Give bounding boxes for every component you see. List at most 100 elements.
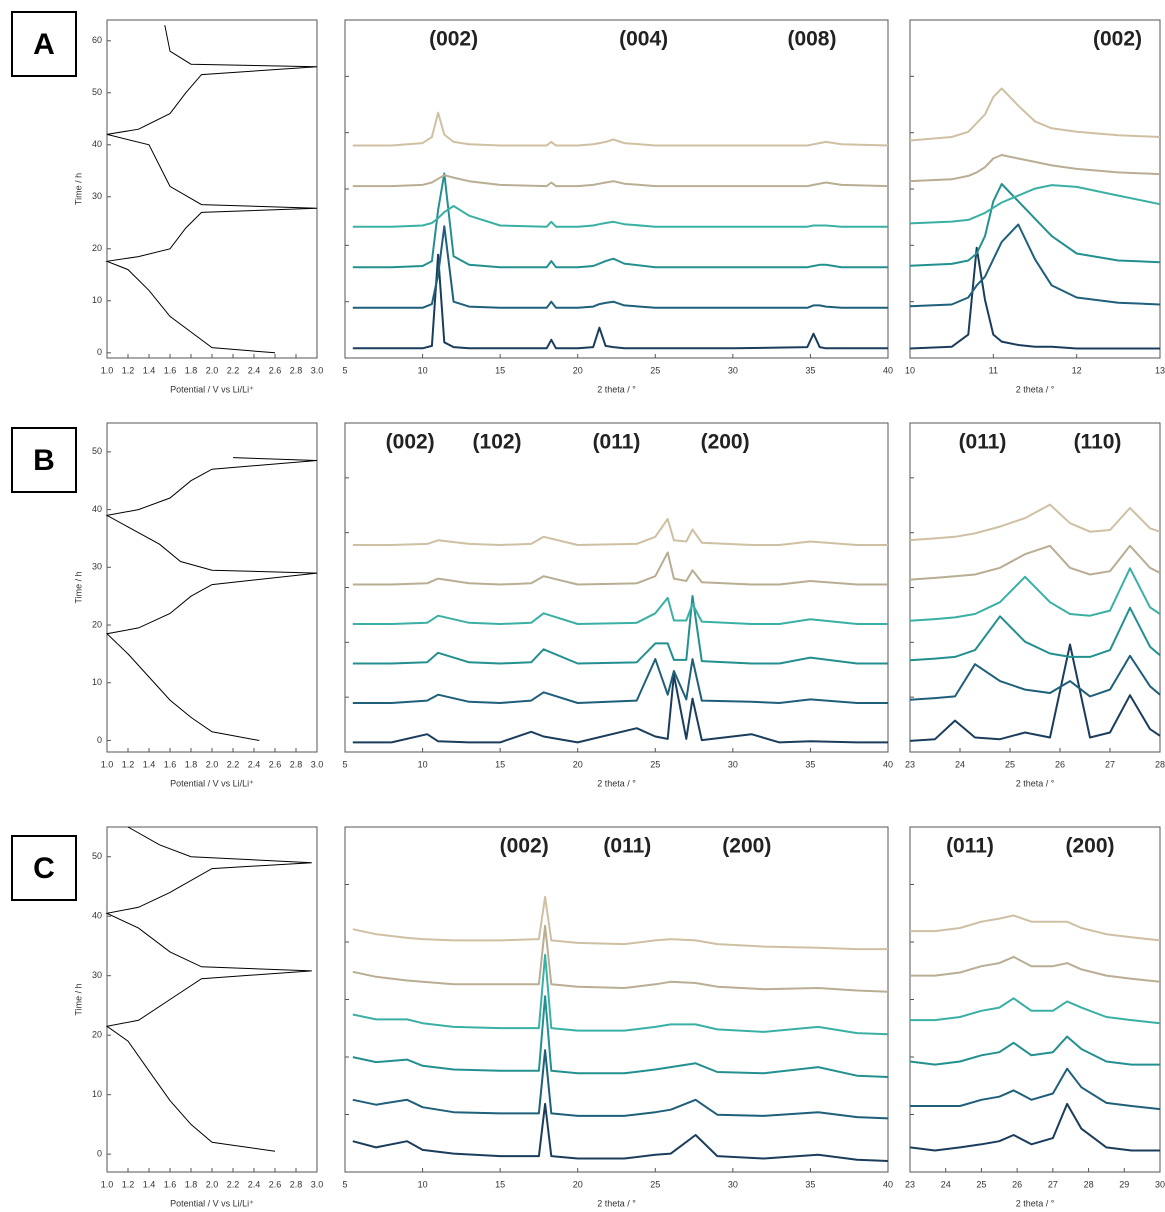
x-tick-label: 27 — [1105, 759, 1115, 769]
potential-curve — [105, 826, 312, 1152]
y-tick-label: 0 — [97, 347, 102, 357]
x-tick-label: 40 — [883, 759, 893, 769]
x-tick-label: 30 — [728, 365, 738, 375]
peak-annotation: (011) — [946, 835, 994, 858]
xrd-pattern — [909, 87, 1161, 142]
xrd-pattern — [352, 953, 889, 1036]
xrd-pattern — [910, 1067, 1161, 1111]
xrd-pattern — [352, 596, 888, 625]
y-tick-label: 20 — [92, 243, 102, 253]
peak-annotation: (011) — [603, 835, 651, 858]
x-tick-label: 15 — [495, 759, 505, 769]
x-tick-label: 40 — [883, 365, 893, 375]
x-tick-label: 2.8 — [290, 1179, 303, 1189]
x-tick-label: 25 — [650, 759, 660, 769]
peak-annotation: (200) — [1065, 835, 1114, 858]
x-axis-label: 2 theta / ° — [1016, 1198, 1055, 1208]
y-tick-label: 40 — [92, 911, 102, 921]
peak-annotation: (011) — [593, 431, 641, 454]
x-tick-label: 2.0 — [206, 759, 219, 769]
peak-annotation: (200) — [701, 431, 750, 454]
x-tick-label: 5 — [342, 365, 347, 375]
peak-annotation: (002) — [1093, 28, 1142, 51]
x-tick-label: 26 — [1055, 759, 1065, 769]
x-axis-label: Potential / V vs Li/Li⁺ — [170, 384, 254, 394]
x-tick-label: 1.2 — [122, 1179, 135, 1189]
x-tick-label: 1.4 — [143, 1179, 156, 1189]
peak-annotation: (011) — [959, 431, 1007, 454]
xrd-pattern — [909, 1035, 1160, 1066]
y-tick-label: 30 — [92, 191, 102, 201]
peak-annotation: (002) — [500, 835, 549, 858]
x-tick-label: 10 — [418, 365, 428, 375]
x-tick-label: 5 — [342, 759, 347, 769]
x-axis-label: 2 theta / ° — [597, 1198, 636, 1208]
x-tick-label: 1.6 — [164, 1179, 177, 1189]
x-tick-label: 2.6 — [269, 365, 282, 375]
y-tick-label: 30 — [92, 562, 102, 572]
y-tick-label: 50 — [92, 87, 102, 97]
x-tick-label: 12 — [1072, 365, 1082, 375]
x-tick-label: 24 — [941, 1179, 951, 1189]
plot-frame — [106, 422, 318, 753]
x-tick-label: 2.8 — [290, 365, 303, 375]
x-tick-label: 1.6 — [164, 759, 177, 769]
xrd-pattern — [909, 1102, 1160, 1152]
x-axis-label: Potential / V vs Li/Li⁺ — [170, 1198, 254, 1208]
y-tick-label: 30 — [92, 970, 102, 980]
y-tick-label: 10 — [92, 1089, 102, 1099]
xrd-pattern — [352, 205, 888, 228]
xrd-pattern — [909, 503, 1161, 542]
x-tick-label: 28 — [1155, 759, 1165, 769]
xrd-pattern — [352, 551, 888, 586]
x-tick-label: 5 — [342, 1179, 347, 1189]
xrd-pattern — [910, 997, 1161, 1025]
xrd-pattern — [352, 995, 889, 1078]
x-tick-label: 15 — [495, 365, 505, 375]
xrd-pattern — [352, 518, 888, 546]
xrd-pattern — [909, 544, 1161, 581]
x-tick-label: 28 — [1084, 1179, 1094, 1189]
xrd-pattern — [909, 567, 1161, 622]
peak-annotation: (200) — [722, 835, 771, 858]
x-tick-label: 2.6 — [269, 759, 282, 769]
peak-annotation: (004) — [619, 28, 668, 51]
y-tick-label: 10 — [92, 677, 102, 687]
xrd-pattern — [352, 658, 888, 704]
y-tick-label: 20 — [92, 619, 102, 629]
x-tick-label: 2.2 — [227, 1179, 240, 1189]
x-tick-label: 20 — [573, 759, 583, 769]
plot-frame — [344, 826, 889, 1173]
xrd-pattern — [352, 895, 888, 951]
xrd-pattern — [909, 154, 1161, 183]
panel-letter-box — [11, 11, 77, 77]
x-tick-label: 2.0 — [206, 1179, 219, 1189]
x-tick-label: 26 — [1012, 1179, 1022, 1189]
peak-annotation: (008) — [787, 28, 836, 51]
panel-letter-box — [11, 835, 77, 901]
xrd-pattern — [352, 174, 889, 188]
y-tick-label: 60 — [92, 35, 102, 45]
xrd-pattern — [352, 924, 889, 993]
x-tick-label: 1.6 — [164, 365, 177, 375]
x-tick-label: 13 — [1155, 365, 1165, 375]
plot-frame — [909, 826, 1161, 1173]
xrd-pattern — [352, 595, 888, 665]
x-tick-label: 1.8 — [185, 1179, 198, 1189]
y-axis-label: Time / h — [73, 173, 83, 205]
potential-curve — [105, 25, 318, 354]
x-tick-label: 1.0 — [101, 1179, 114, 1189]
x-tick-label: 3.0 — [311, 1179, 324, 1189]
x-tick-label: 35 — [805, 365, 815, 375]
xrd-pattern — [910, 955, 1161, 983]
x-tick-label: 1.0 — [101, 365, 114, 375]
xrd-pattern — [910, 914, 1161, 942]
y-tick-label: 20 — [92, 1030, 102, 1040]
peak-annotation: (002) — [429, 28, 478, 51]
x-tick-label: 10 — [418, 759, 428, 769]
xrd-pattern — [352, 1049, 889, 1120]
y-tick-label: 0 — [97, 1149, 102, 1159]
x-tick-label: 23 — [905, 759, 915, 769]
x-axis-label: 2 theta / ° — [1016, 778, 1055, 788]
x-tick-label: 2.8 — [290, 759, 303, 769]
